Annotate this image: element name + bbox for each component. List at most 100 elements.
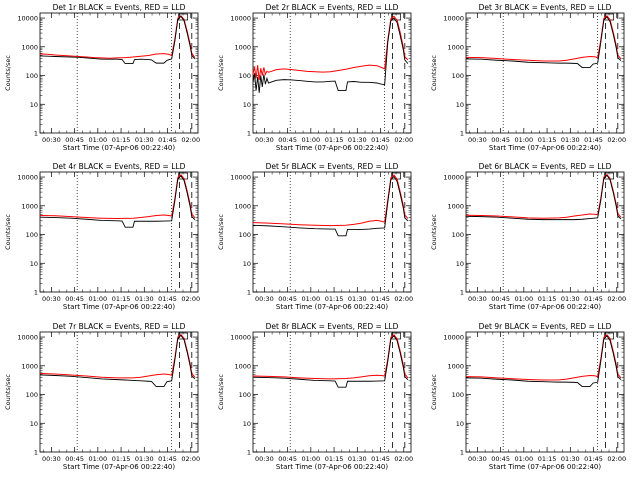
series-line-lld [39, 174, 196, 220]
x-tick-label: 01:15 [112, 136, 131, 144]
x-tick-label: 01:15 [112, 455, 131, 463]
x-tick-label: 01:45 [584, 455, 603, 463]
x-tick-label: 01:45 [158, 136, 177, 144]
plot-frame [252, 331, 412, 453]
x-tick-label: 01:30 [135, 455, 154, 463]
panel-det-9: Det 9r BLACK = Events, RED = LLD 1 10 100 10… [430, 322, 626, 471]
y-tick-label: 10 [243, 260, 251, 268]
y-tick-label: 1 [34, 130, 38, 138]
y-tick-label: 1 [460, 449, 464, 457]
y-tick-label: 1000 [447, 362, 464, 370]
x-tick-label: 01:00 [301, 295, 320, 303]
x-tick-label: 00:30 [468, 136, 487, 144]
x-tick-label: 00:30 [468, 295, 487, 303]
y-tick-label: 10 [30, 101, 38, 109]
y-axis-label: Counts/sec [217, 55, 225, 91]
x-tick-label: 01:45 [158, 295, 177, 303]
x-tick-label: 00:45 [65, 295, 84, 303]
x-tick-label: 00:45 [278, 136, 297, 144]
y-tick-label: 1 [34, 449, 38, 457]
x-tick-label: 02:00 [607, 136, 626, 144]
y-tick-label: 10000 [443, 334, 464, 342]
x-tick-label: 00:45 [491, 295, 510, 303]
y-tick-label: 10 [456, 420, 464, 428]
y-axis-label: Counts/sec [430, 214, 438, 250]
x-tick-label: 02:00 [394, 295, 413, 303]
x-tick-label: 01:15 [325, 455, 344, 463]
y-tick-label: 10000 [230, 15, 251, 23]
x-tick-label: 01:30 [348, 455, 367, 463]
x-tick-label: 00:30 [42, 455, 61, 463]
panel-det-2: Det 2r BLACK = Events, RED = LLD 1 10 100 10… [217, 3, 413, 152]
x-axis-label: Start Time (07-Apr-06 00:22:40) [63, 144, 175, 152]
y-tick-label: 1 [460, 289, 464, 297]
x-tick-label: 00:30 [42, 295, 61, 303]
panel-title: Det 2r BLACK = Events, RED = LLD [266, 3, 399, 12]
panel-det-7: Det 7r BLACK = Events, RED = LLD 1 10 100 10… [4, 322, 200, 471]
y-axis-label: Counts/sec [4, 55, 12, 91]
y-tick-label: 100 [239, 391, 251, 399]
x-tick-label: 02:00 [394, 455, 413, 463]
x-tick-label: 01:45 [584, 136, 603, 144]
y-tick-label: 100 [452, 72, 464, 80]
y-axis-label: Counts/sec [430, 55, 438, 91]
x-tick-label: 00:30 [255, 455, 274, 463]
x-tick-label: 01:15 [325, 295, 344, 303]
x-tick-label: 01:00 [301, 136, 320, 144]
x-axis-label: Start Time (07-Apr-06 00:22:40) [489, 303, 601, 311]
y-tick-label: 10000 [17, 174, 38, 182]
panel-det-6: Det 6r BLACK = Events, RED = LLD 1 10 100 10… [430, 162, 626, 311]
y-tick-label: 1000 [447, 202, 464, 210]
x-tick-label: 02:00 [607, 455, 626, 463]
x-tick-label: 01:30 [561, 455, 580, 463]
x-tick-label: 01:00 [88, 455, 107, 463]
y-tick-label: 1000 [21, 362, 38, 370]
x-tick-label: 02:00 [181, 295, 200, 303]
x-tick-label: 01:30 [135, 136, 154, 144]
x-tick-label: 01:00 [514, 455, 533, 463]
x-tick-label: 01:15 [538, 455, 557, 463]
plot-frame [39, 331, 199, 453]
plot-frame [465, 12, 625, 134]
x-tick-label: 01:00 [301, 455, 320, 463]
y-tick-label: 10000 [17, 15, 38, 23]
y-tick-label: 10 [30, 260, 38, 268]
x-tick-label: 01:30 [348, 295, 367, 303]
series-line-events [39, 334, 196, 387]
y-tick-label: 1 [247, 449, 251, 457]
panel-title: Det 4r BLACK = Events, RED = LLD [53, 162, 186, 171]
x-tick-label: 02:00 [607, 295, 626, 303]
y-tick-label: 1 [247, 289, 251, 297]
x-axis-label: Start Time (07-Apr-06 00:22:40) [489, 144, 601, 152]
y-tick-label: 1 [460, 130, 464, 138]
x-tick-label: 00:30 [468, 455, 487, 463]
panel-det-1: Det 1r BLACK = Events, RED = LLD 1 10 100 10… [4, 3, 200, 152]
y-tick-label: 10 [243, 420, 251, 428]
series-line-lld [252, 174, 409, 227]
panel-title: Det 3r BLACK = Events, RED = LLD [479, 3, 612, 12]
x-tick-label: 01:45 [371, 455, 390, 463]
y-tick-label: 10 [30, 420, 38, 428]
x-tick-label: 00:30 [42, 136, 61, 144]
x-tick-label: 01:30 [348, 136, 367, 144]
y-tick-label: 100 [239, 231, 251, 239]
x-tick-label: 01:45 [584, 295, 603, 303]
x-tick-label: 01:45 [158, 455, 177, 463]
x-tick-label: 00:30 [255, 295, 274, 303]
panel-det-5: Det 5r BLACK = Events, RED = LLD 1 10 100 10… [217, 162, 413, 311]
y-tick-label: 1000 [234, 202, 251, 210]
y-axis-label: Counts/sec [430, 374, 438, 410]
panel-det-3: Det 3r BLACK = Events, RED = LLD 1 10 100 10… [430, 3, 626, 152]
y-axis-label: Counts/sec [217, 214, 225, 250]
y-tick-label: 100 [26, 72, 38, 80]
y-axis-label: Counts/sec [217, 374, 225, 410]
series-line-lld [465, 334, 622, 381]
y-axis-label: Counts/sec [4, 214, 12, 250]
y-tick-label: 10000 [443, 15, 464, 23]
peak-box-marker [391, 13, 401, 21]
x-tick-label: 01:00 [514, 136, 533, 144]
y-tick-label: 1000 [234, 43, 251, 51]
peak-box-marker [391, 172, 401, 180]
